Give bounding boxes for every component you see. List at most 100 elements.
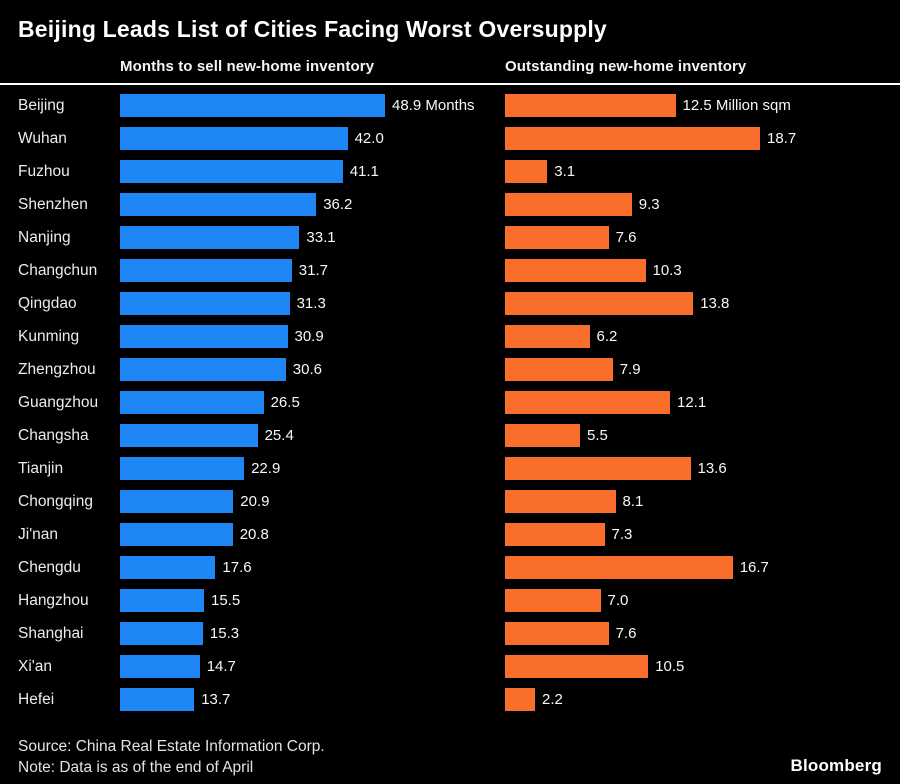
left-bar-cell: 17.6	[120, 556, 505, 579]
left-bar-cell: 31.7	[120, 259, 505, 282]
left-bar-cell: 42.0	[120, 127, 505, 150]
left-bar	[120, 325, 288, 348]
chart-row: Hangzhou 15.5 7.0	[0, 584, 900, 617]
right-bar-cell: 5.5	[505, 424, 900, 447]
left-bar	[120, 94, 385, 117]
chart-row: Guangzhou 26.5 12.1	[0, 386, 900, 419]
right-value: 9.3	[638, 196, 660, 213]
left-bar	[120, 490, 234, 513]
left-value: 25.4	[264, 427, 294, 444]
left-value: 30.9	[294, 328, 324, 345]
chart-row: Changsha 25.4 5.5	[0, 419, 900, 452]
right-value: 18.7	[767, 130, 797, 147]
right-bar	[505, 655, 649, 678]
left-value: 33.1	[306, 229, 336, 246]
right-bar	[505, 622, 609, 645]
right-value: 7.6	[615, 229, 637, 246]
chart-row: Chongqing 20.9 8.1	[0, 485, 900, 518]
right-value: 13.8	[700, 295, 730, 312]
right-bar-cell: 7.6	[505, 622, 900, 645]
right-value: 10.3	[652, 262, 682, 279]
city-label: Shanghai	[18, 624, 84, 642]
right-value: 7.0	[607, 592, 629, 609]
chart-row: Ji'nan 20.8 7.3	[0, 518, 900, 551]
right-bar-cell: 3.1	[505, 160, 900, 183]
right-bar	[505, 589, 601, 612]
left-bar	[120, 127, 348, 150]
left-value: 48.9 Months	[392, 97, 475, 114]
right-bar-cell: 8.1	[505, 490, 900, 513]
left-bar-cell: 41.1	[120, 160, 505, 183]
source-note: Source: China Real Estate Information Co…	[18, 736, 325, 778]
left-value: 13.7	[201, 691, 231, 708]
left-bar-cell: 31.3	[120, 292, 505, 315]
left-bar	[120, 160, 343, 183]
right-bar	[505, 325, 590, 348]
left-bar-cell: 22.9	[120, 457, 505, 480]
left-bar-cell: 30.6	[120, 358, 505, 381]
chart-row: Qingdao 31.3 13.8	[0, 287, 900, 320]
city-label: Changsha	[18, 426, 89, 444]
column-headers: Months to sell new-home inventory Outsta…	[0, 58, 900, 75]
right-value: 16.7	[739, 559, 769, 576]
left-bar-cell: 33.1	[120, 226, 505, 249]
right-bar	[505, 193, 632, 216]
left-bar	[120, 358, 286, 381]
right-bar-cell: 13.8	[505, 292, 900, 315]
bar-chart-rows: Beijing 48.9 Months 12.5 Million sqm Wuh…	[0, 89, 900, 716]
chart-row: Beijing 48.9 Months 12.5 Million sqm	[0, 89, 900, 122]
city-label: Wuhan	[18, 129, 67, 147]
left-bar-cell: 30.9	[120, 325, 505, 348]
right-bar-cell: 7.9	[505, 358, 900, 381]
chart-row: Shenzhen 36.2 9.3	[0, 188, 900, 221]
right-panel-header: Outstanding new-home inventory	[505, 58, 747, 75]
right-bar-cell: 7.6	[505, 226, 900, 249]
city-label: Beijing	[18, 96, 65, 114]
left-bar	[120, 259, 292, 282]
right-bar-cell: 10.5	[505, 655, 900, 678]
right-bar	[505, 226, 609, 249]
city-label: Kunming	[18, 327, 80, 345]
right-bar-cell: 16.7	[505, 556, 900, 579]
chart-row: Tianjin 22.9 13.6	[0, 452, 900, 485]
left-value: 31.3	[296, 295, 326, 312]
right-bar	[505, 490, 616, 513]
city-label: Hangzhou	[18, 591, 89, 609]
right-value: 2.2	[542, 691, 563, 708]
left-bar-cell: 26.5	[120, 391, 505, 414]
left-bar	[120, 622, 203, 645]
left-bar-cell: 15.5	[120, 589, 505, 612]
left-value: 31.7	[298, 262, 328, 279]
city-label: Nanjing	[18, 228, 71, 246]
left-bar	[120, 688, 195, 711]
left-value: 41.1	[349, 163, 379, 180]
left-bar	[120, 226, 300, 249]
right-value: 12.1	[677, 394, 707, 411]
left-value: 15.3	[209, 625, 240, 642]
left-value: 17.6	[222, 559, 252, 576]
left-panel-header: Months to sell new-home inventory	[120, 58, 375, 75]
header-divider	[0, 83, 900, 85]
footer: Source: China Real Estate Information Co…	[0, 736, 900, 778]
left-bar-cell: 15.3	[120, 622, 505, 645]
chart-row: Xi'an 14.7 10.5	[0, 650, 900, 683]
right-bar	[505, 358, 613, 381]
left-value: 26.5	[270, 394, 300, 411]
left-bar	[120, 556, 216, 579]
right-bar	[505, 259, 646, 282]
city-label: Qingdao	[18, 294, 77, 312]
right-bar	[505, 424, 580, 447]
city-label: Hefei	[18, 690, 55, 708]
left-bar	[120, 457, 245, 480]
city-label: Tianjin	[18, 459, 64, 477]
right-bar-cell: 12.5 Million sqm	[505, 94, 900, 117]
left-bar	[120, 655, 200, 678]
city-label: Guangzhou	[18, 393, 99, 411]
right-value: 7.3	[611, 526, 633, 543]
source-line: Source: China Real Estate Information Co…	[18, 738, 325, 755]
right-value: 12.5 Million sqm	[682, 97, 791, 114]
left-bar-cell: 20.9	[120, 490, 505, 513]
city-label: Changchun	[18, 261, 98, 279]
right-bar-cell: 7.3	[505, 523, 900, 546]
left-value: 15.5	[211, 592, 241, 609]
